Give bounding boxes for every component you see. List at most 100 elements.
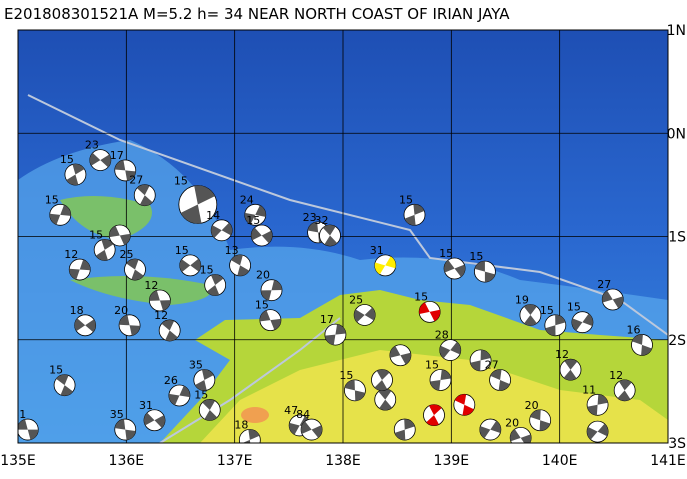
focal-mechanism (259, 309, 282, 332)
depth-label: 18 (234, 418, 248, 431)
compression-quadrant (202, 399, 218, 421)
focal-mechanism (93, 239, 116, 261)
focal-mechanism (133, 184, 156, 207)
compression-quadrant (211, 222, 233, 238)
focal-mechanism (210, 219, 233, 242)
depth-label: 61 (12, 408, 26, 421)
compression-quadrant (179, 258, 201, 273)
depth-label: 15 (567, 301, 581, 314)
depth-label: 17 (110, 149, 124, 162)
focal-mechanism (469, 349, 492, 372)
focal-mechanism (439, 339, 462, 361)
focal-mechanism (453, 393, 476, 416)
compression-quadrant (161, 319, 178, 341)
lon-tick-label: 136E (109, 453, 145, 469)
depth-label: 18 (70, 304, 84, 317)
focal-mechanism (178, 185, 218, 224)
lon-tick-label: 135E (0, 453, 36, 469)
depth-label: 20 (525, 399, 539, 412)
compression-quadrant (490, 369, 510, 391)
compression-quadrant (530, 409, 551, 431)
compression-quadrant (95, 239, 114, 261)
focal-mechanism (509, 426, 532, 443)
compression-quadrant (439, 341, 461, 359)
compression-quadrant (426, 404, 442, 426)
compression-quadrant (322, 224, 338, 246)
compression-quadrant (430, 369, 451, 391)
compression-quadrant (563, 359, 578, 381)
focal-mechanism (198, 399, 221, 421)
compression-quadrant (374, 256, 396, 275)
depth-label: 12 (555, 348, 569, 361)
focal-mechanism (89, 149, 112, 171)
focal-mechanism (238, 429, 261, 443)
compression-quadrant (69, 259, 91, 280)
depth-label: 25 (349, 293, 363, 306)
focal-mechanism (204, 274, 227, 296)
compression-quadrant (49, 205, 71, 225)
depth-label: 32 (315, 214, 329, 227)
depth-label: 27 (129, 174, 143, 187)
focal-mechanism (544, 314, 567, 337)
compression-quadrant (244, 205, 266, 225)
depth-label: 15 (60, 153, 74, 166)
focal-mechanism (250, 224, 273, 247)
compression-quadrant (18, 419, 39, 440)
compression-quadrant (602, 290, 624, 309)
focal-mechanism (586, 420, 609, 443)
compression-quadrant (301, 421, 323, 438)
lon-tick-label: 137E (217, 453, 253, 469)
compression-quadrant (344, 379, 366, 401)
focal-mechanism (613, 379, 636, 402)
depth-label: 15 (414, 290, 428, 303)
depth-label: 15 (399, 193, 413, 206)
depth-label: 26 (164, 374, 178, 387)
compression-quadrant (474, 261, 496, 283)
depth-label: 47 (284, 404, 298, 417)
focal-mechanism (124, 258, 146, 281)
depth-label: 25 (120, 248, 134, 261)
compression-quadrant (454, 394, 474, 416)
compression-quadrant (571, 313, 593, 331)
compression-quadrant (354, 307, 376, 323)
depth-label: 11 (582, 383, 596, 396)
depth-label: 15 (200, 264, 214, 277)
focal-mechanism (114, 418, 137, 441)
depth-label: 15 (469, 250, 483, 263)
focal-mechanism (193, 369, 216, 391)
depth-label: 27 (597, 278, 611, 291)
compression-quadrant (419, 302, 441, 322)
focal-mechanism (423, 404, 445, 427)
compression-quadrant (510, 429, 532, 443)
depth-label: 12 (154, 309, 168, 322)
depth-label: 15 (339, 369, 353, 382)
compression-quadrant (587, 423, 609, 440)
compression-quadrant (195, 369, 214, 391)
focal-mechanism (49, 203, 72, 226)
compression-quadrant (206, 274, 224, 296)
depth-label: 23 (85, 139, 99, 152)
focal-mechanism (149, 289, 171, 312)
compression-quadrant (66, 164, 85, 186)
focal-mechanism (18, 418, 39, 441)
compression-quadrant (444, 260, 466, 277)
compression-quadrant (149, 290, 171, 311)
compression-quadrant (56, 374, 73, 396)
focal-mechanism (324, 323, 347, 346)
focal-mechanism (114, 159, 137, 182)
depth-label: 20 (505, 416, 519, 429)
depth-label: 35 (189, 359, 203, 372)
focal-mechanism (300, 418, 323, 441)
depth-label: 12 (609, 369, 623, 382)
compression-quadrant (324, 324, 346, 345)
focal-mechanism (143, 409, 166, 432)
depth-label: 35 (110, 408, 124, 421)
compression-quadrant (119, 315, 141, 336)
lat-tick-label: 2S (668, 333, 686, 349)
focal-mechanism (631, 334, 653, 356)
title: E201808301521A M=5.2 h= 34 NEAR NORTH CO… (4, 5, 510, 23)
focal-mechanism (443, 257, 466, 280)
compression-quadrant (136, 184, 153, 206)
focal-mechanism (118, 314, 141, 337)
